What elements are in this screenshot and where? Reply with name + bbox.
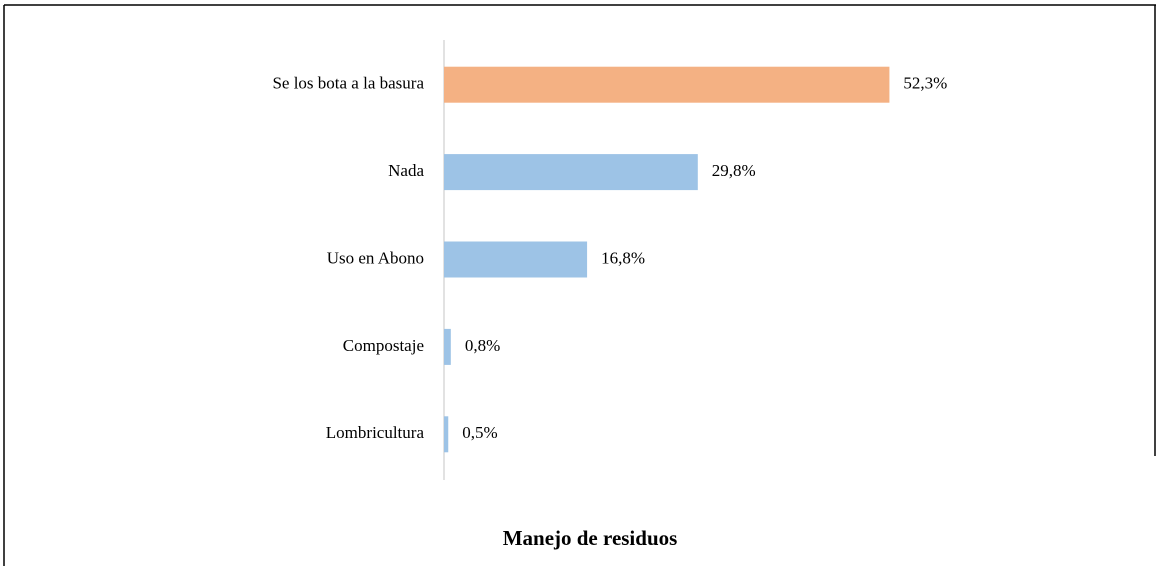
category-label: Lombricultura bbox=[326, 423, 425, 442]
chart-title: Manejo de residuos bbox=[503, 526, 678, 550]
category-label: Compostaje bbox=[343, 336, 424, 355]
value-label: 52,3% bbox=[903, 74, 947, 93]
value-label: 0,5% bbox=[462, 423, 497, 442]
category-label: Se los bota a la basura bbox=[272, 74, 424, 93]
value-label: 29,8% bbox=[712, 161, 756, 180]
bar bbox=[444, 416, 449, 453]
bar bbox=[444, 328, 451, 365]
value-label: 0,8% bbox=[465, 336, 500, 355]
category-label: Nada bbox=[388, 161, 424, 180]
value-label: 16,8% bbox=[601, 248, 645, 267]
bar bbox=[444, 241, 588, 278]
bar bbox=[444, 154, 698, 191]
bar bbox=[444, 66, 890, 103]
category-label: Uso en Abono bbox=[327, 248, 424, 267]
